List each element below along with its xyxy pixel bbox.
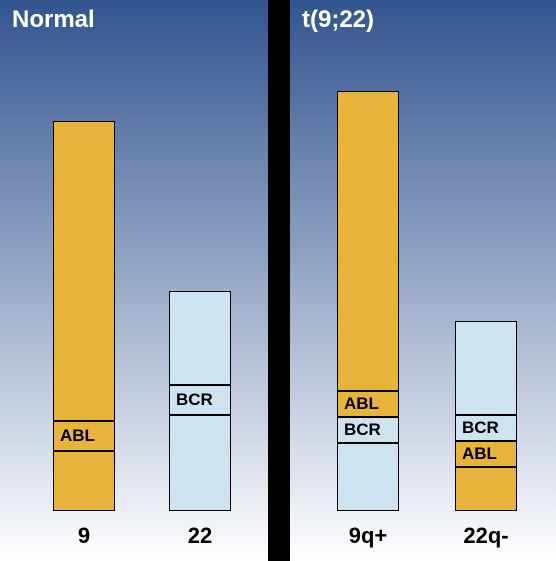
bottom-labels: 9q+ 22q- <box>290 523 556 553</box>
diagram-frame: Normal ABL BCR 9 22 t(9;22) ABL BCR BCR ABL 9q+ 22q… <box>0 0 556 561</box>
segment-label: BCR <box>462 418 499 438</box>
chromosome-bottom-label: 9q+ <box>349 523 388 549</box>
segment-label: ABL <box>344 394 379 414</box>
chromosome-bottom-label: 22q- <box>463 523 508 549</box>
segment <box>455 467 517 511</box>
chromosome-chr22: BCR <box>169 291 231 511</box>
segment <box>53 451 115 511</box>
segment-label: ABL <box>462 444 497 464</box>
chromosome-chr9q+: ABL BCR <box>337 91 399 511</box>
segment-label: ABL <box>60 426 95 446</box>
chromosome-chr9: ABL <box>53 121 115 511</box>
bottom-labels: 9 22 <box>0 523 268 553</box>
segment: BCR <box>169 385 231 415</box>
segment <box>455 321 517 415</box>
panel-title: Normal <box>12 6 95 34</box>
chrom-area: ABL BCR <box>0 60 268 511</box>
segment <box>169 415 231 511</box>
segment <box>337 91 399 391</box>
chromosome-chr22q-: BCR ABL <box>455 321 517 511</box>
panel-t922: t(9;22) ABL BCR BCR ABL 9q+ 22q- <box>290 0 556 561</box>
chromosome-bottom-label: 9 <box>78 523 90 549</box>
chromosome-bottom-label: 22 <box>188 523 212 549</box>
segment: BCR <box>337 417 399 443</box>
segment <box>53 121 115 421</box>
segment: BCR <box>455 415 517 441</box>
segment-label: BCR <box>176 390 213 410</box>
panel-normal: Normal ABL BCR 9 22 <box>0 0 268 561</box>
panel-title: t(9;22) <box>302 6 374 34</box>
segment <box>169 291 231 385</box>
segment: ABL <box>337 391 399 417</box>
segment: ABL <box>53 421 115 451</box>
segment: ABL <box>455 441 517 467</box>
segment <box>337 443 399 511</box>
segment-label: BCR <box>344 420 381 440</box>
chrom-area: ABL BCR BCR ABL <box>290 60 556 511</box>
